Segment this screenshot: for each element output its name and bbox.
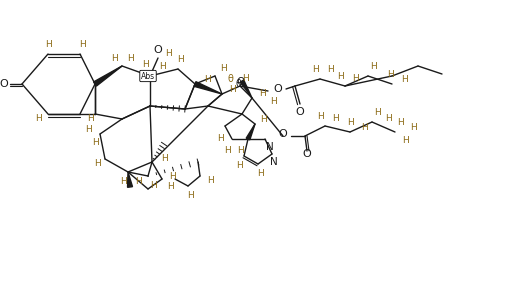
Text: N: N: [266, 142, 274, 152]
Text: H: H: [352, 74, 358, 83]
Text: O: O: [154, 45, 162, 55]
Text: H: H: [236, 161, 242, 171]
Text: H: H: [259, 88, 265, 98]
Text: H: H: [387, 69, 393, 78]
Text: H: H: [217, 133, 223, 143]
Text: H: H: [126, 54, 134, 63]
Text: H: H: [79, 39, 86, 49]
Text: H: H: [165, 49, 172, 58]
Text: H: H: [270, 96, 276, 106]
Text: H: H: [374, 108, 380, 116]
Text: H: H: [111, 54, 117, 63]
Text: H: H: [120, 178, 126, 186]
Text: H: H: [400, 74, 408, 83]
Polygon shape: [127, 172, 133, 187]
Text: H: H: [260, 114, 266, 123]
Text: H: H: [161, 155, 167, 163]
Text: H: H: [401, 136, 409, 144]
Text: H: H: [45, 39, 51, 49]
Text: H: H: [316, 111, 324, 121]
Text: H: H: [385, 113, 391, 123]
Text: H: H: [142, 59, 148, 69]
Text: H: H: [242, 74, 248, 83]
Text: H: H: [204, 74, 210, 83]
Text: H: H: [229, 84, 236, 93]
Text: H: H: [397, 118, 403, 126]
Text: H: H: [150, 181, 156, 191]
Text: H: H: [159, 61, 165, 71]
Text: H: H: [370, 61, 376, 71]
Text: H: H: [177, 54, 183, 64]
Text: H: H: [410, 123, 416, 131]
Text: N: N: [270, 157, 278, 167]
Polygon shape: [240, 80, 252, 98]
Text: O: O: [303, 149, 311, 159]
Text: H: H: [207, 176, 214, 186]
Text: H: H: [92, 138, 98, 146]
Text: Abs: Abs: [141, 71, 155, 81]
Polygon shape: [94, 66, 122, 86]
Text: O: O: [236, 77, 244, 87]
Text: H: H: [87, 113, 93, 123]
Text: H: H: [312, 64, 318, 74]
Text: H: H: [166, 183, 174, 191]
Text: H: H: [135, 178, 141, 186]
Text: H: H: [220, 64, 226, 73]
Text: H: H: [347, 118, 353, 126]
Text: H: H: [336, 71, 344, 81]
Text: θ: θ: [235, 79, 241, 89]
Text: O: O: [295, 107, 304, 117]
Text: H: H: [360, 123, 368, 131]
Text: O: O: [279, 129, 287, 139]
Text: θ: θ: [227, 74, 233, 84]
Text: H: H: [94, 160, 100, 168]
Text: H: H: [187, 191, 194, 201]
Polygon shape: [246, 124, 255, 140]
Text: O: O: [273, 84, 283, 94]
Text: O: O: [0, 79, 8, 89]
Text: H: H: [327, 64, 333, 74]
Text: H: H: [35, 113, 41, 123]
Text: H: H: [257, 170, 263, 178]
Text: H: H: [224, 146, 230, 156]
Polygon shape: [194, 82, 222, 94]
Text: H: H: [168, 173, 176, 181]
Text: H: H: [84, 124, 91, 133]
Text: H: H: [237, 146, 243, 156]
Text: H: H: [332, 113, 338, 123]
